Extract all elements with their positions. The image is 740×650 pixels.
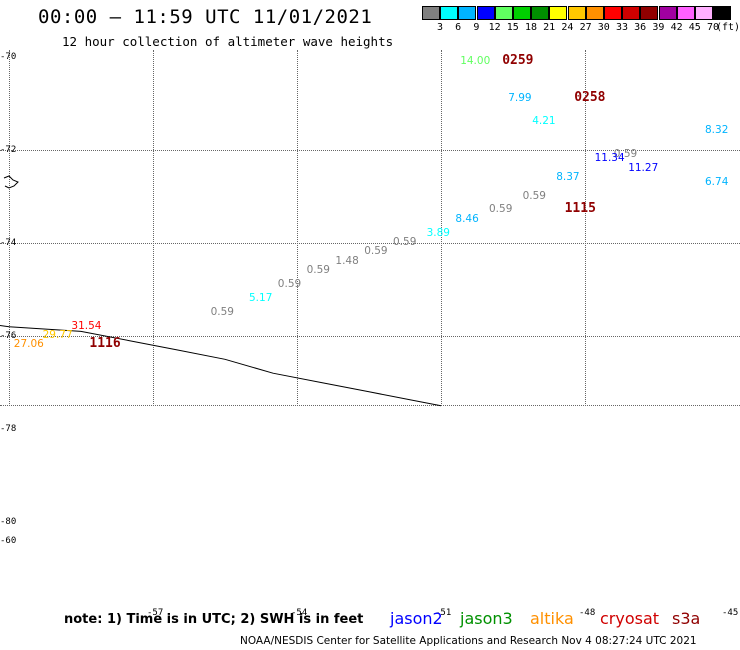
- wave-height-value: 0.59: [613, 147, 638, 160]
- scale-tick-label: 30: [597, 22, 610, 33]
- wave-height-value: 0.59: [210, 305, 234, 318]
- longitude-gridline: [585, 50, 586, 406]
- wave-height-value: 31.54: [71, 319, 102, 332]
- scale-tick-label: 39: [652, 22, 665, 33]
- scale-tick-label: 27: [579, 22, 592, 33]
- wave-height-value: 27.06: [13, 338, 44, 351]
- scale-swatch: [585, 6, 604, 20]
- scale-tick-label: 33: [615, 22, 629, 33]
- pass-time-label: 1116: [89, 336, 121, 352]
- scale-tick-label: 12: [488, 22, 501, 33]
- footer-note: note: 1) Time is in UTC; 2) SWH is in fe…: [64, 612, 364, 627]
- longitude-label: -51: [435, 608, 452, 618]
- wave-height-value: 4.21: [532, 115, 556, 128]
- satellite-legend-entry: cryosat: [600, 609, 660, 628]
- longitude-label: -48: [579, 608, 596, 618]
- scale-swatch: [513, 6, 531, 20]
- pass-time-label: 0258: [574, 89, 606, 105]
- scale-tick-label: 42: [670, 22, 683, 33]
- satellite-legend-entry: jason2: [390, 609, 443, 628]
- wave-height-value: 0.59: [393, 236, 417, 248]
- scale-swatch: [422, 6, 440, 20]
- map-title: 00:00 — 11:59 UTC 11/01/2021: [38, 6, 373, 28]
- satellite-legend-entry: altika: [530, 609, 574, 628]
- scale-tick-label: 45: [688, 22, 701, 33]
- scale-swatch: [567, 6, 586, 20]
- map-bottom-gridline: [0, 405, 740, 406]
- scale-tick-label: 21: [543, 22, 556, 33]
- scale-swatch: [658, 6, 677, 20]
- latitude-gridline: [0, 150, 740, 151]
- wave-height-value: 3.89: [426, 226, 450, 239]
- latitude-gridline: [0, 336, 740, 337]
- scale-swatch: [676, 6, 695, 20]
- wave-height-value: 1.48: [335, 254, 359, 267]
- latitude-gridline: [0, 243, 740, 244]
- latitude-label: -70: [0, 52, 17, 62]
- wave-height-value: 7.99: [508, 91, 532, 104]
- longitude-gridline: [153, 50, 154, 406]
- longitude-label: -57: [147, 608, 164, 618]
- scale-swatch: [622, 6, 641, 20]
- scale-swatch: [713, 6, 732, 20]
- scale-swatch: [440, 6, 459, 20]
- coastline: [0, 325, 442, 407]
- wave-height-value: 0.59: [364, 245, 388, 258]
- scale-swatch: [476, 6, 495, 20]
- map-subtitle: 12 hour collection of altimeter wave hei…: [62, 34, 394, 49]
- wave-height-value: 11.34: [594, 152, 625, 165]
- wave-height-value: 6.74: [705, 175, 729, 188]
- scale-tick-label: 24: [561, 22, 574, 33]
- scale-swatch: [494, 6, 513, 20]
- longitude-gridline: [441, 50, 442, 406]
- scale-tick-label: 15: [506, 22, 519, 33]
- longitude-gridline: [9, 50, 10, 406]
- footer-credit: NOAA/NESDIS Center for Satellite Applica…: [240, 635, 697, 647]
- wave-height-value: 0.59: [522, 189, 546, 202]
- wave-height-value: 14.00: [460, 54, 491, 67]
- latitude-label: -72: [0, 145, 17, 155]
- island-outline: [3, 175, 19, 189]
- wave-height-value: 0.59: [489, 203, 513, 216]
- scale-tick-label: 70: [706, 22, 720, 33]
- wave-height-value: 8.46: [455, 212, 479, 225]
- scale-unit-label: (ft): [716, 22, 740, 33]
- scale-swatch: [604, 6, 622, 20]
- satellite-legend-entry: s3a: [672, 609, 701, 628]
- latitude-label: -76: [0, 331, 17, 341]
- scale-swatch: [458, 6, 477, 20]
- wave-height-value: 0.59: [277, 277, 302, 290]
- latitude-label: -60: [0, 535, 17, 546]
- longitude-label: -45: [722, 608, 739, 618]
- satellite-legend-entry: jason3: [460, 609, 513, 628]
- latitude-label: -80: [0, 517, 17, 527]
- pass-time-label: 1115: [564, 201, 596, 217]
- wave-height-value: 8.32: [705, 124, 729, 137]
- scale-swatch: [549, 6, 568, 20]
- scale-swatch: [531, 6, 550, 20]
- scale-swatch: [695, 6, 713, 20]
- latitude-label: -74: [0, 238, 17, 248]
- longitude-gridline: [297, 50, 298, 406]
- pass-time-label: 0259: [502, 52, 534, 68]
- wave-height-value: 0.59: [306, 263, 330, 276]
- wave-height-value: 5.17: [249, 291, 273, 304]
- latitude-label: -78: [0, 424, 17, 434]
- scale-tick-label: 3: [436, 22, 444, 33]
- scale-swatch: [640, 6, 659, 20]
- wave-height-value: 8.37: [556, 170, 580, 183]
- scale-tick-label: 18: [524, 22, 538, 33]
- scale-tick-label: 36: [634, 22, 647, 33]
- wave-height-value: 11.27: [628, 161, 659, 174]
- scale-tick-label: 6: [455, 22, 462, 33]
- longitude-label: -54: [291, 608, 308, 618]
- scale-tick-label: 9: [473, 22, 480, 33]
- wave-height-value: 29.77: [42, 329, 73, 341]
